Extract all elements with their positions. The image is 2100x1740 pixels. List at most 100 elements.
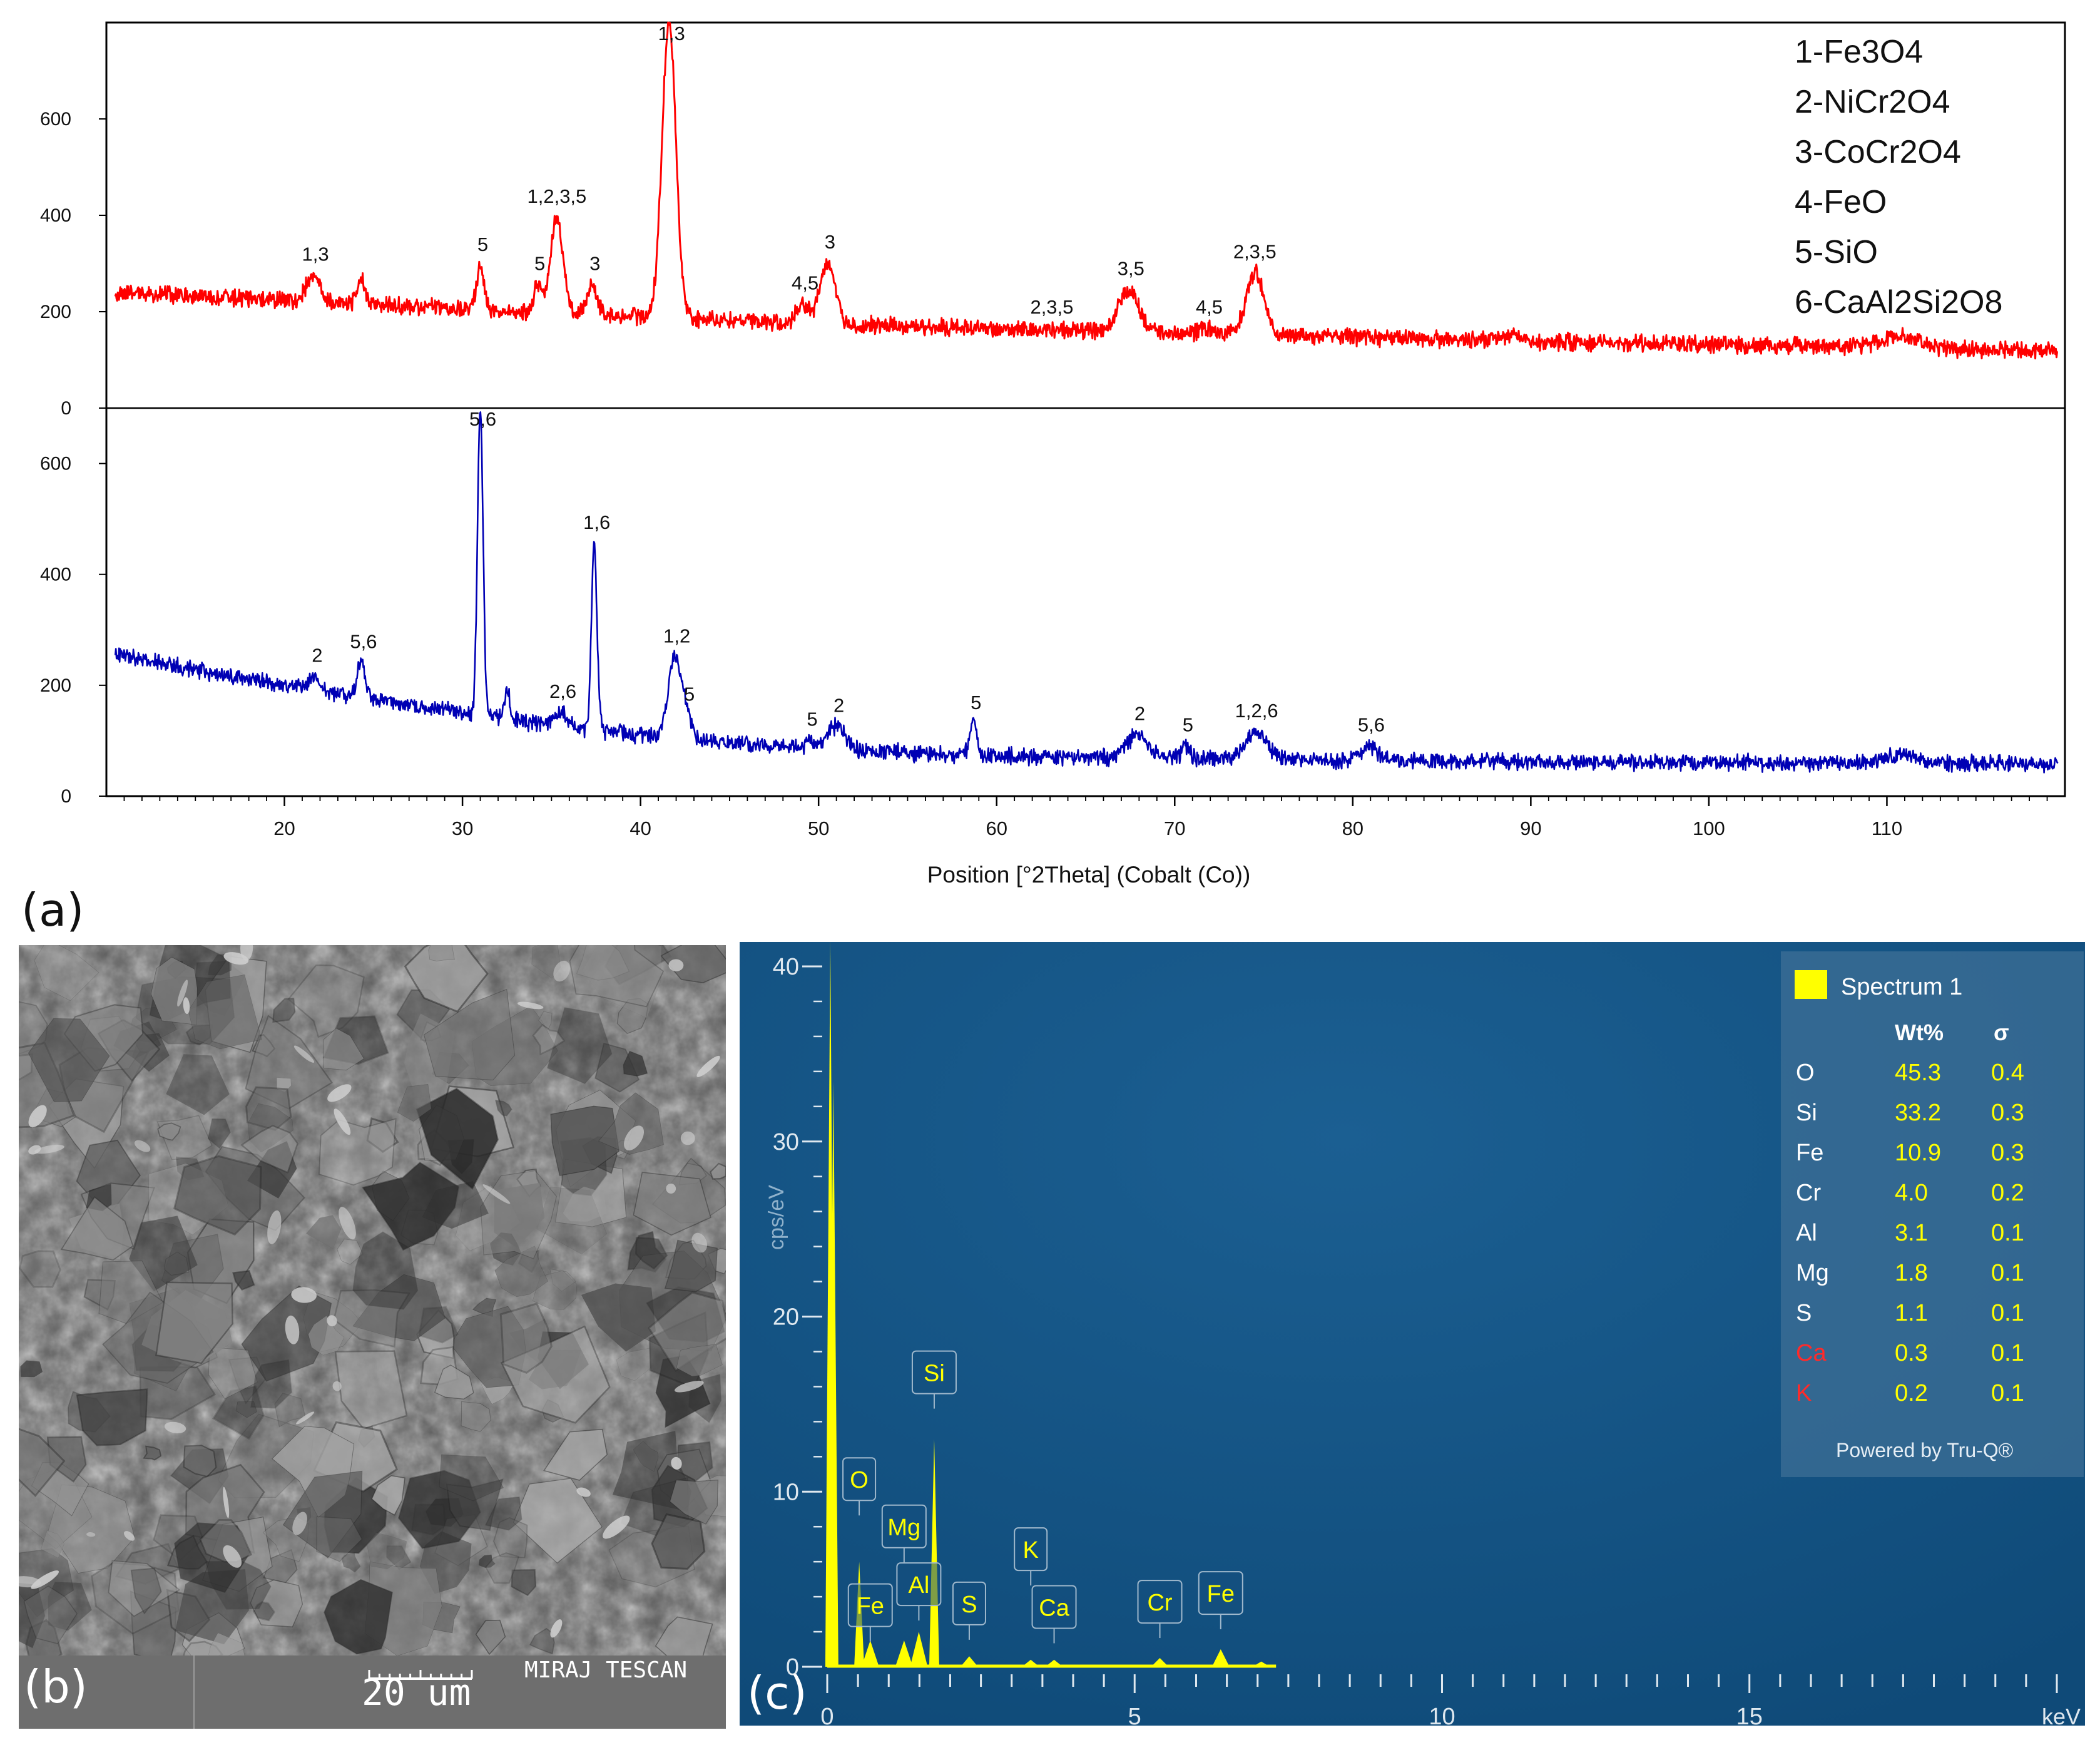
- sem-particle: [324, 1579, 393, 1655]
- eds-row-wt: 0.3: [1895, 1340, 1928, 1366]
- sem-particle: [341, 1552, 361, 1573]
- eds-spectrum-peak: [1211, 1649, 1230, 1667]
- eds-row-sigma: 0.2: [1991, 1180, 2024, 1206]
- xrd-peak-label: 5: [534, 253, 545, 275]
- eds-row-element: O: [1796, 1060, 1815, 1086]
- sem-particle: [485, 1496, 522, 1531]
- eds-spectrum-peak: [910, 1632, 928, 1667]
- sem-particle: [34, 939, 99, 1001]
- sem-bright-particle: [675, 1380, 704, 1393]
- eds-peak-label: Fe: [1207, 1581, 1235, 1607]
- xrd-bottom-pattern-line: [114, 411, 2059, 774]
- xrd-peak-label: 1,2,6: [1235, 700, 1278, 722]
- eds-panel: 0 10 20 30 40 cps/eV 0 5 10 15 keV O Fe Mg Al Si S K Ca Cr F…: [740, 940, 2085, 1730]
- sem-particle: [397, 1083, 432, 1122]
- eds-chart: 0 10 20 30 40 cps/eV 0 5 10 15 keV O Fe Mg Al Si S K Ca Cr F…: [740, 940, 2085, 1730]
- sem-particle: [676, 1344, 723, 1377]
- sem-particle: [274, 1393, 306, 1428]
- sem-particle: [493, 1517, 528, 1558]
- sem-bright-particle: [292, 1512, 307, 1535]
- sem-particle: [439, 1454, 504, 1502]
- sem-particle: [651, 1513, 706, 1570]
- xrd-y-tick-label: 200: [40, 302, 71, 322]
- xrd-peak-label: 3,5: [1118, 257, 1144, 279]
- sem-particle: [155, 1281, 233, 1364]
- eds-row-sigma: 0.3: [1991, 1100, 2024, 1126]
- xrd-peak-label: 3: [825, 231, 835, 253]
- xrd-x-tick-label: 100: [1693, 817, 1725, 839]
- eds-spectrum-peak: [1045, 1659, 1063, 1667]
- sem-particle: [669, 1479, 719, 1525]
- eds-row-element: Al: [1796, 1220, 1817, 1246]
- xrd-x-tick-label: 70: [1164, 817, 1185, 839]
- eds-row-sigma: 0.1: [1991, 1380, 2024, 1406]
- sem-particle: [500, 1325, 611, 1424]
- sem-particle: [143, 1445, 162, 1461]
- xrd-peak-label: 5: [1183, 714, 1193, 735]
- eds-peak-tag-box: [952, 1581, 986, 1625]
- sem-bright-particle: [296, 1411, 315, 1425]
- sem-bright-particle: [267, 1210, 282, 1244]
- sem-bright-particle: [671, 1456, 682, 1470]
- xrd-peak-label: 5: [807, 708, 817, 730]
- sem-particle: [130, 1567, 162, 1615]
- sem-scale-label: 20 um: [362, 1671, 471, 1714]
- sem-bright-particle: [223, 1545, 242, 1568]
- sem-particle: [418, 1306, 459, 1344]
- sem-particle: [173, 1155, 262, 1236]
- sem-bright-particle: [691, 1232, 708, 1253]
- eds-row-wt: 0.2: [1895, 1380, 1928, 1406]
- panel-label-b: (b): [24, 1661, 88, 1713]
- sem-particle: [235, 1401, 257, 1418]
- xrd-legend-entry: 4-FeO: [1795, 184, 1887, 220]
- sem-particle: [337, 1239, 364, 1265]
- sem-particle: [538, 1011, 553, 1029]
- eds-spectrum-peak: [828, 1080, 838, 1667]
- sem-footer-text: MIRAJ TESCAN: [524, 1657, 688, 1683]
- sem-particle: [208, 1346, 258, 1400]
- eds-y-tick-label: 30: [773, 1129, 799, 1155]
- sem-particle: [423, 988, 516, 1081]
- sem-particle: [550, 1105, 620, 1176]
- eds-row-wt: 45.3: [1895, 1060, 1941, 1086]
- xrd-legend-entry: 2-NiCr2O4: [1795, 84, 1950, 120]
- xrd-peak-label: 4,5: [792, 272, 818, 294]
- sem-particle: [616, 1348, 651, 1381]
- eds-row-wt: 4.0: [1895, 1180, 1928, 1206]
- eds-x-tick-label: 15: [1736, 1704, 1763, 1726]
- eds-x-tick-label: 5: [1128, 1704, 1141, 1726]
- sem-bright-particle: [223, 1487, 230, 1518]
- eds-row-wt: 1.8: [1895, 1260, 1928, 1286]
- xrd-legend-entry: 1-Fe3O4: [1795, 34, 1923, 70]
- eds-row-element: K: [1796, 1380, 1812, 1406]
- sem-particle: [404, 930, 489, 1013]
- sem-particle: [232, 1270, 255, 1291]
- eds-peak-label: Cr: [1147, 1590, 1172, 1616]
- eds-legend-swatch: [1795, 970, 1827, 999]
- xrd-peak-label: 2,3,5: [1030, 296, 1073, 318]
- eds-row-sigma: 0.1: [1991, 1300, 2024, 1326]
- eds-peak-label: O: [850, 1467, 869, 1493]
- sem-particle: [334, 1350, 408, 1430]
- sem-particle: [76, 1388, 148, 1446]
- sem-particle: [250, 1579, 303, 1628]
- xrd-peak-label: 2: [1134, 703, 1145, 725]
- sem-particle: [461, 1401, 491, 1432]
- sem-particle: [212, 1385, 265, 1440]
- sem-bright-particle: [134, 1140, 151, 1152]
- sem-particle: [543, 1428, 608, 1481]
- sem-particle: [547, 1007, 613, 1084]
- sem-particle: [612, 1431, 691, 1512]
- sem-particle: [475, 1619, 506, 1656]
- sem-particle: [494, 1246, 549, 1297]
- sem-particle: [485, 1552, 519, 1584]
- sem-particle: [60, 1196, 134, 1261]
- eds-spectrum-peak: [1022, 1659, 1040, 1667]
- xrd-peak-label: 2: [833, 694, 844, 716]
- sem-particle: [499, 1302, 553, 1374]
- sem-bright-particle: [517, 1001, 544, 1010]
- eds-row-element: S: [1796, 1300, 1812, 1326]
- eds-row-element: Ca: [1796, 1340, 1827, 1366]
- sem-bright-particle: [28, 1105, 47, 1128]
- eds-spectrum-peak: [1252, 1661, 1270, 1667]
